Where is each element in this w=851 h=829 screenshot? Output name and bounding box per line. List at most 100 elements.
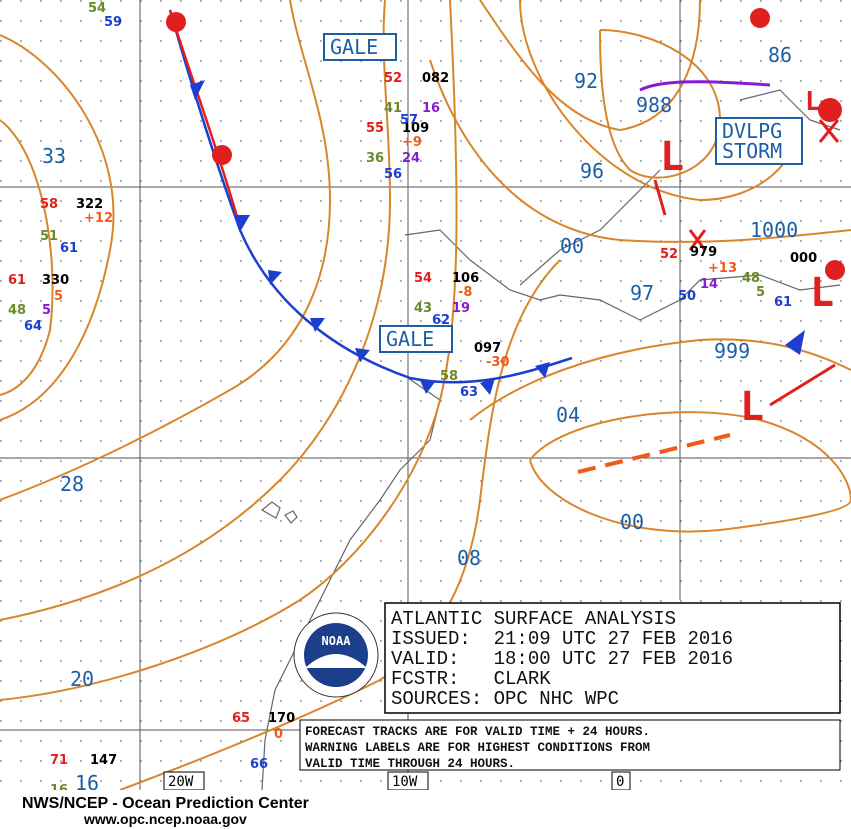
title-line: VALID: 18:00 UTC 27 FEB 2016 [391, 648, 733, 670]
isobar-labels: 33 28 20 16 92 96 00 04 08 00 97 999 100… [42, 43, 798, 795]
station-value: 0 [274, 727, 283, 742]
footer-bg [0, 790, 851, 829]
station-value: 097 [474, 341, 501, 356]
logo: NOAA [293, 612, 379, 698]
station-value: 14 [700, 277, 718, 292]
station-value: 19 [452, 301, 470, 316]
low: L [805, 87, 821, 117]
isobar-label: 00 [560, 234, 584, 258]
station-value: 48 [8, 303, 26, 318]
station-value: 51 [40, 229, 58, 244]
note-box: FORECAST TRACKS ARE FOR VALID TIME + 24 … [299, 719, 841, 771]
station-value: +13 [708, 261, 737, 276]
cold-front [168, 9, 573, 384]
station-value: 52 [384, 71, 402, 86]
station-value: 36 [366, 151, 384, 166]
warning-label: GALE [330, 35, 378, 59]
occlusion [639, 80, 771, 92]
station-value: -30 [486, 355, 510, 370]
note-line: FORECAST TRACKS ARE FOR VALID TIME + 24 … [305, 725, 650, 739]
isobar-label: 1000 [750, 218, 798, 242]
warning-label: DVLPG [722, 119, 782, 143]
station-value: 66 [250, 757, 268, 772]
front-semicircles [166, 8, 845, 280]
warning-label: GALE [386, 327, 434, 351]
station-value: 57 [400, 113, 418, 128]
station-value: 62 [432, 313, 450, 328]
isobar-label: 86 [768, 43, 792, 67]
station-value: 61 [774, 295, 792, 310]
isobar-label: 97 [630, 281, 654, 305]
tracks [653, 119, 840, 407]
station-value: 5 [54, 289, 63, 304]
station-value: 55 [366, 121, 384, 136]
title-line: ATLANTIC SURFACE ANALYSIS [391, 608, 676, 630]
isobar-label: 20 [70, 667, 94, 691]
station-value: 61 [60, 241, 78, 256]
isobar-label: 988 [636, 93, 672, 117]
station-value: 48 [742, 271, 760, 286]
longitude-label: 10W [392, 774, 418, 790]
station-value: 106 [452, 271, 479, 286]
note-line: WARNING LABELS ARE FOR HIGHEST CONDITION… [305, 741, 650, 755]
isobar-label: 92 [574, 69, 598, 93]
station-value: 59 [104, 15, 122, 30]
coastlines [260, 89, 841, 791]
station-value: 170 [268, 711, 295, 726]
station-value: 71 [50, 753, 68, 768]
station-value: -8 [458, 285, 472, 300]
isobar-label: 33 [42, 144, 66, 168]
station-value: 58 [40, 197, 58, 212]
isobar-label: 96 [580, 159, 604, 183]
lows: L L L L [660, 87, 834, 430]
station-value: 330 [42, 273, 69, 288]
station-value: 979 [690, 245, 717, 260]
station-value: 082 [422, 71, 449, 86]
low: L [660, 134, 684, 180]
station-value: 61 [8, 273, 26, 288]
station-value: +12 [84, 211, 113, 226]
station-value: 41 [384, 101, 402, 116]
logo-text: NOAA [322, 634, 352, 648]
station-value: 5 [756, 285, 765, 300]
station-value: 54 [88, 1, 106, 16]
station-value: +9 [402, 135, 422, 150]
front-triangles [190, 80, 805, 395]
station-value: 109 [402, 121, 429, 136]
station-value: 147 [90, 753, 117, 768]
station-value: 24 [402, 151, 420, 166]
longitude-labels: 20W 10W 0 [163, 771, 631, 791]
title-line: ISSUED: 21:09 UTC 27 FEB 2016 [391, 628, 733, 650]
note-line: VALID TIME THROUGH 24 HOURS. [305, 757, 515, 771]
warning-label: STORM [722, 139, 782, 163]
isobar-label: 00 [620, 510, 644, 534]
isobar-label: 08 [457, 546, 481, 570]
station-value: 56 [384, 167, 402, 182]
isobars [0, 0, 851, 791]
title-box: ATLANTIC SURFACE ANALYSIS ISSUED: 21:09 … [384, 602, 841, 714]
isobar-label: 04 [556, 403, 580, 427]
station-value: 000 [790, 251, 817, 266]
station-value: 322 [76, 197, 103, 212]
station-value: 58 [440, 369, 458, 384]
isobar-label: 999 [714, 339, 750, 363]
isobar-label: 28 [60, 472, 84, 496]
station-value: 64 [24, 319, 42, 334]
title-line: SOURCES: OPC NHC WPC [391, 688, 619, 710]
longitude-label: 20W [168, 774, 194, 790]
station-value: 50 [678, 289, 696, 304]
station-value: 16 [422, 101, 440, 116]
footer-url: www.opc.ncep.noaa.gov [83, 811, 247, 827]
low: L [810, 270, 834, 316]
station-value: 63 [460, 385, 478, 400]
longitude-label: 0 [616, 774, 624, 790]
title-line: FCSTR: CLARK [391, 668, 551, 690]
station-value: 5 [42, 303, 51, 318]
station-value: 65 [232, 711, 250, 726]
warnings: GALE GALE DVLPG STORM [323, 33, 803, 353]
station-value: 52 [660, 247, 678, 262]
station-value: 54 [414, 271, 432, 286]
station-value: 43 [414, 301, 432, 316]
